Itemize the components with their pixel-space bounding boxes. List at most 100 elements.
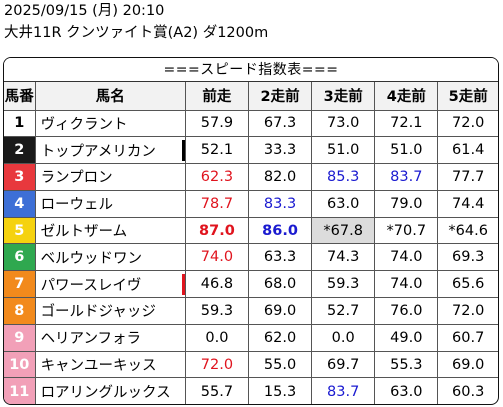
speed-index-cell: 74.0 <box>185 243 249 272</box>
horse-name: ベルウッドワン <box>35 243 186 272</box>
speed-index-cell: 85.3 <box>311 163 376 191</box>
horse-number: 10 <box>4 351 36 379</box>
race-header: 2025/09/15 (月) 20:10 大井11R クンツァイト賞(A2) ダ… <box>4 0 499 44</box>
table-row[interactable]: 7 パワースレイヴ 46.8 68.0 59.3 74.0 65.6 <box>4 270 498 299</box>
horse-name-text: パワースレイヴ <box>40 277 142 294</box>
horse-name: ヘリアンフォラ <box>35 324 186 352</box>
speed-index-cell: 49.0 <box>374 324 439 352</box>
speed-index-cell: 0.0 <box>185 324 249 352</box>
race-datetime: 2025/09/15 (月) 20:10 <box>4 3 165 19</box>
speed-index-cell: 69.0 <box>437 351 498 379</box>
horse-name-text: ヘリアンフォラ <box>40 331 142 348</box>
column-header-2back: 2走前 <box>248 82 313 111</box>
horse-number: 11 <box>4 377 36 404</box>
table-body: 1 ヴィクラント 57.9 67.3 73.0 72.1 72.0 2 トップアメリカン 52.1… <box>4 110 498 404</box>
speed-index-cell: 62.3 <box>185 163 249 191</box>
speed-index-cell: 67.3 <box>248 110 313 138</box>
speed-index-cell: *70.7 <box>374 217 439 245</box>
horse-name-text: ローウェル <box>40 197 114 214</box>
horse-name: パワースレイヴ <box>35 270 186 299</box>
horse-name-text: トップアメリカン <box>40 143 156 160</box>
speed-index-cell: 74.0 <box>374 243 439 272</box>
speed-index-cell: 51.0 <box>374 136 439 165</box>
speed-index-cell: 69.0 <box>248 297 313 325</box>
horse-name: ゴールドジャッジ <box>35 297 186 325</box>
horse-name: ランプロン <box>35 163 186 191</box>
speed-index-cell: 72.0 <box>185 351 249 379</box>
table-row[interactable]: 4 ローウェル 78.7 83.3 63.0 79.0 74.4 <box>4 190 498 218</box>
horse-number: 5 <box>4 217 36 245</box>
speed-index-cell: 82.0 <box>248 163 313 191</box>
speed-index-cell: 0.0 <box>311 324 376 352</box>
column-header-3back: 3走前 <box>311 82 376 111</box>
speed-index-cell: 74.4 <box>437 190 498 218</box>
speed-index-cell: 74.0 <box>374 270 439 299</box>
speed-index-cell: 76.0 <box>374 297 439 325</box>
horse-name: キャンユーキッス <box>35 351 186 379</box>
table-row[interactable]: 1 ヴィクラント 57.9 67.3 73.0 72.1 72.0 <box>4 110 498 138</box>
column-header-name: 馬名 <box>35 82 186 111</box>
column-header-4back: 4走前 <box>374 82 439 111</box>
speed-index-cell: 78.7 <box>185 190 249 218</box>
table-row[interactable]: 5 ゼルトザーム 87.0 86.0 *67.8 *70.7 *64.6 <box>4 217 498 245</box>
column-header-last: 前走 <box>185 82 249 111</box>
speed-index-cell: 68.0 <box>248 270 313 299</box>
speed-index-cell: 55.3 <box>374 351 439 379</box>
horse-number: 6 <box>4 243 36 272</box>
speed-index-cell: 83.3 <box>248 190 313 218</box>
speed-index-cell: 72.0 <box>437 110 498 138</box>
horse-name: トップアメリカン <box>35 136 186 165</box>
speed-index-cell: 61.4 <box>437 136 498 165</box>
horse-name-text: ゼルトザーム <box>40 224 128 241</box>
table-row[interactable]: 2 トップアメリカン 52.1 33.3 51.0 51.0 61.4 <box>4 136 498 165</box>
column-header-number: 馬番 <box>4 82 36 111</box>
horse-number: 2 <box>4 136 36 165</box>
speed-index-cell: 83.7 <box>311 377 376 404</box>
speed-index-cell: 60.7 <box>437 324 498 352</box>
speed-index-cell: 33.3 <box>248 136 313 165</box>
speed-index-cell: 52.7 <box>311 297 376 325</box>
horse-name-text: ランプロン <box>40 170 113 187</box>
table-row[interactable]: 3 ランプロン 62.3 82.0 85.3 83.7 77.7 <box>4 163 498 191</box>
speed-index-cell: *64.6 <box>437 217 498 245</box>
speed-index-cell: 52.1 <box>185 136 249 165</box>
speed-index-cell: *67.8 <box>311 217 376 245</box>
horse-name: ヴィクラント <box>35 110 186 138</box>
speed-index-cell: 63.0 <box>311 190 376 218</box>
horse-name-text: ヴィクラント <box>40 116 128 133</box>
horse-name-text: キャンユーキッス <box>40 358 157 375</box>
speed-index-cell: 73.0 <box>311 110 376 138</box>
speed-index-cell: 15.3 <box>248 377 313 404</box>
speed-index-cell: 77.7 <box>437 163 498 191</box>
speed-index-cell: 86.0 <box>248 217 313 245</box>
race-title: 大井11R クンツァイト賞(A2) ダ1200m <box>4 25 269 41</box>
speed-index-cell: 55.0 <box>248 351 313 379</box>
table-row[interactable]: 6 ベルウッドワン 74.0 63.3 74.3 74.0 69.3 <box>4 243 498 272</box>
speed-index-cell: 74.3 <box>311 243 376 272</box>
column-header-5back: 5走前 <box>437 82 498 111</box>
speed-index-cell: 79.0 <box>374 190 439 218</box>
horse-number: 9 <box>4 324 36 352</box>
speed-index-cell: 63.0 <box>374 377 439 404</box>
horse-number: 4 <box>4 190 36 218</box>
highlight-marker <box>181 140 185 162</box>
speed-index-cell: 51.0 <box>311 136 376 165</box>
horse-name-text: ゴールドジャッジ <box>40 304 156 321</box>
speed-index-cell: 57.9 <box>185 110 249 138</box>
speed-index-cell: 55.7 <box>185 377 249 404</box>
speed-index-cell: 63.3 <box>248 243 313 272</box>
table-row[interactable]: 10 キャンユーキッス 72.0 55.0 69.7 55.3 69.0 <box>4 351 498 379</box>
horse-name-text: ロアリングルックス <box>40 385 171 402</box>
table-row[interactable]: 11 ロアリングルックス 55.7 15.3 83.7 63.0 60.3 <box>4 377 498 404</box>
table-row[interactable]: 9 ヘリアンフォラ 0.0 62.0 0.0 49.0 60.7 <box>4 324 498 352</box>
table-header-row: 馬番 馬名 前走 2走前 3走前 4走前 5走前 <box>4 82 498 111</box>
speed-index-cell: 72.1 <box>374 110 439 138</box>
speed-index-cell: 69.3 <box>437 243 498 272</box>
horse-name: ローウェル <box>35 190 186 218</box>
horse-name: ロアリングルックス <box>35 377 186 404</box>
table-row[interactable]: 8 ゴールドジャッジ 59.3 69.0 52.7 76.0 72.0 <box>4 297 498 325</box>
speed-index-cell: 62.0 <box>248 324 313 352</box>
speed-index-cell: 59.3 <box>185 297 249 325</box>
horse-number: 1 <box>4 110 36 138</box>
highlight-marker <box>181 274 185 296</box>
